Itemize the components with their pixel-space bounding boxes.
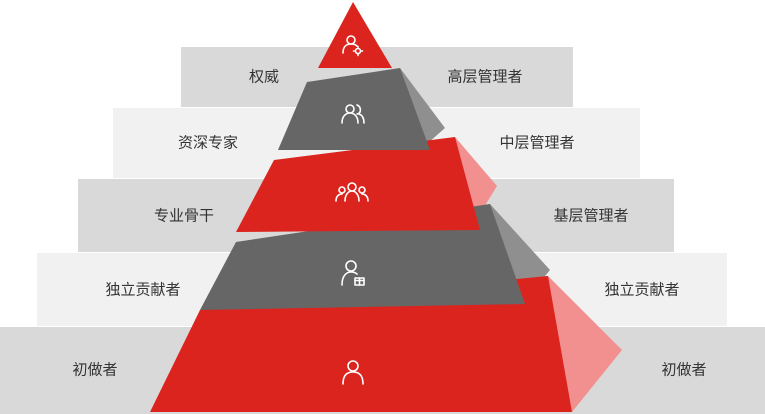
right-label-level-3: 基层管理者	[553, 206, 629, 225]
pyramid-front-faces	[150, 2, 572, 412]
left-label-level-2: 资深专家	[177, 133, 239, 152]
left-label-level-3: 专业骨干	[153, 206, 215, 225]
left-label-level-5: 初做者	[72, 360, 118, 379]
user-gear-icon	[342, 35, 364, 57]
tier-level-4	[200, 204, 525, 310]
two-users-icon	[341, 104, 365, 124]
right-label-level-4: 独立贡献者	[604, 280, 680, 299]
left-label-level-1: 权威	[248, 67, 280, 86]
right-label-level-1: 高层管理者	[447, 67, 523, 86]
tier-level-1	[318, 2, 392, 68]
left-label-level-4: 独立贡献者	[105, 280, 181, 299]
tier-level-3	[236, 137, 480, 232]
user-icon	[342, 360, 364, 385]
right-label-level-2: 中层管理者	[499, 133, 575, 152]
user-group-icon	[335, 182, 369, 202]
tier-level-5	[150, 276, 572, 412]
user-gift-icon	[341, 260, 365, 286]
right-label-level-5: 初做者	[661, 360, 707, 379]
